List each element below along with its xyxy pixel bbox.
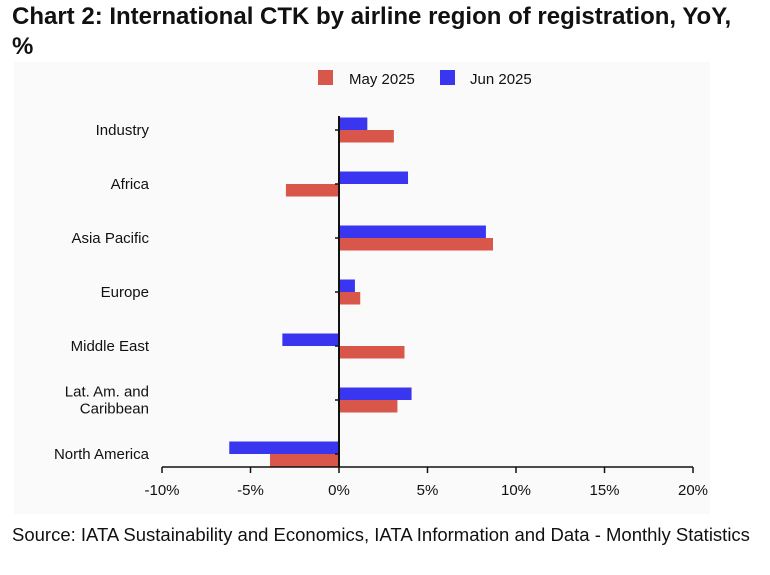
x-tick-label: 20% <box>678 482 708 499</box>
axes: -10% -5% 0% 5% 10% 15% 20% <box>144 116 708 499</box>
category-label-industry: Industry <box>96 122 150 139</box>
bar-jun-2025-north-america <box>229 441 339 454</box>
x-tick-label: 0% <box>328 482 350 499</box>
bar-jun-2025-asia-pacific <box>339 225 486 238</box>
legend-label-may-2025: May 2025 <box>349 71 415 88</box>
category-label-north-america: North America <box>54 446 150 463</box>
x-tick-label: -10% <box>144 482 179 499</box>
bar-may-2025-asia-pacific <box>339 238 493 251</box>
x-tick-label: 15% <box>589 482 619 499</box>
bar-jun-2025-lat-am-and-caribbean <box>339 387 412 400</box>
bar-may-2025-industry <box>339 130 394 143</box>
bar-may-2025-europe <box>339 292 361 305</box>
bar-may-2025-lat-am-and-caribbean <box>339 400 398 413</box>
bar-jun-2025-europe <box>339 279 355 292</box>
category-label-asia-pacific: Asia Pacific <box>71 230 149 247</box>
bar-jun-2025-africa <box>339 171 409 184</box>
legend-swatch-may-2025 <box>318 70 333 85</box>
legend-label-jun-2025: Jun 2025 <box>470 71 532 88</box>
category-label-middle-east: Middle East <box>71 338 150 355</box>
category-labels: Industry Africa Asia Pacific Europe Middle E… <box>54 122 150 463</box>
legend-swatch-jun-2025 <box>440 70 455 85</box>
bar-jun-2025-industry <box>339 117 368 130</box>
chart-title: Chart 2: International CTK by airline re… <box>12 3 732 60</box>
category-label-africa: Africa <box>111 176 150 193</box>
category-label-europe: Europe <box>101 284 149 301</box>
bar-may-2025-middle-east <box>339 346 405 359</box>
bars-group <box>229 117 493 467</box>
x-tick-label: 10% <box>501 482 531 499</box>
source-note: Source: IATA Sustainability and Economic… <box>12 524 750 545</box>
bar-may-2025-north-america <box>269 454 339 467</box>
bar-jun-2025-middle-east <box>282 333 339 346</box>
legend: May 2025 Jun 2025 <box>318 70 532 88</box>
category-label-lat-am-and-caribbean: Lat. Am. and Caribbean <box>65 384 149 418</box>
x-tick-label: -5% <box>237 482 264 499</box>
bar-may-2025-africa <box>285 184 339 197</box>
x-tick-label: 5% <box>417 482 439 499</box>
